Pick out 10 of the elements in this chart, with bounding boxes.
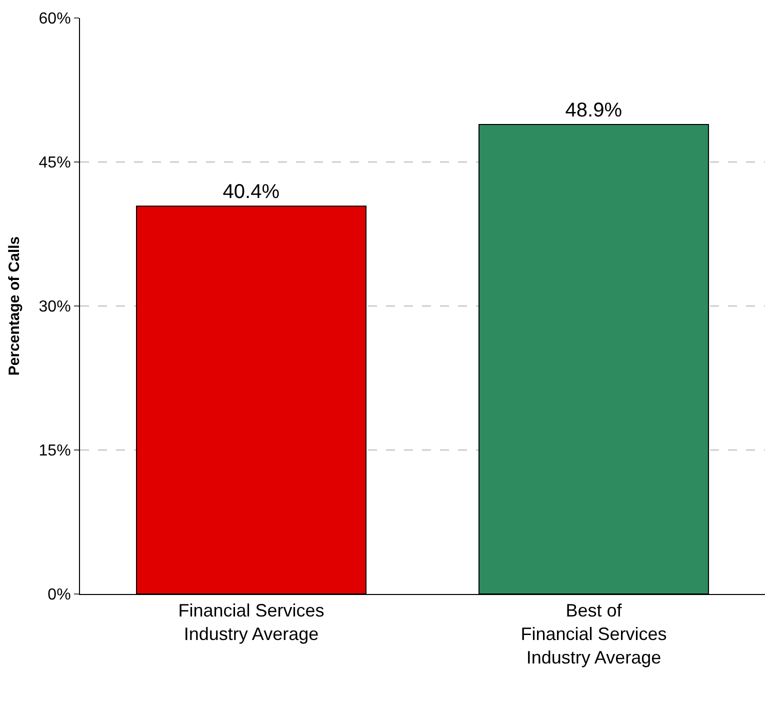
y-tick-label: 15% bbox=[38, 442, 71, 460]
y-axis-title: Percentage of Calls bbox=[6, 236, 24, 376]
x-tick-label: Best of Financial Services Industry Average bbox=[520, 600, 667, 668]
data-label: 40.4% bbox=[222, 181, 280, 204]
y-tick-label: 45% bbox=[38, 154, 71, 172]
y-tick-label: 0% bbox=[48, 586, 71, 604]
x-tick-label: Financial Services Industry Average bbox=[178, 600, 324, 644]
data-label: 48.9% bbox=[565, 100, 622, 122]
y-tick-label: 60% bbox=[38, 10, 71, 28]
y-tick-label: 30% bbox=[38, 298, 71, 316]
